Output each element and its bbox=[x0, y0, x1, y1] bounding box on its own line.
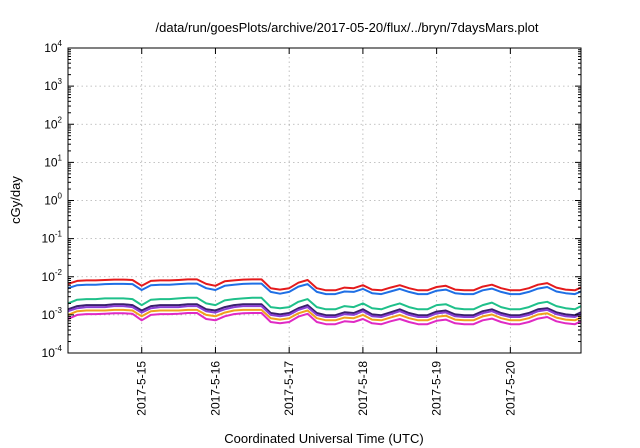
x-axis-label: Coordinated Universal Time (UTC) bbox=[224, 431, 423, 446]
series-line-5 bbox=[67, 305, 582, 318]
y-tick-label: 101 bbox=[44, 153, 62, 169]
y-tick-label: 10-4 bbox=[42, 344, 63, 360]
y-tick-label: 10-2 bbox=[42, 268, 63, 284]
series-line-7 bbox=[67, 312, 582, 326]
y-tick-label: 10-1 bbox=[42, 230, 63, 246]
series-line-4 bbox=[67, 303, 582, 317]
y-axis-label: cGy/day bbox=[8, 176, 23, 224]
x-tick-label: 2017-5-15 bbox=[135, 361, 149, 416]
series-lines bbox=[67, 278, 582, 326]
grid bbox=[68, 48, 581, 353]
chart-title: /data/run/goesPlots/archive/2017-05-20/f… bbox=[156, 20, 539, 35]
series-line-1 bbox=[67, 278, 582, 292]
x-tick-label: 2017-5-16 bbox=[208, 361, 222, 416]
x-tick-label: 2017-5-19 bbox=[430, 361, 444, 416]
x-tick-label: 2017-5-17 bbox=[282, 361, 296, 416]
x-tick-label: 2017-5-20 bbox=[503, 361, 517, 416]
series-line-6 bbox=[67, 308, 582, 322]
y-tick-label: 10-3 bbox=[42, 306, 63, 322]
y-tick-label: 102 bbox=[44, 115, 62, 131]
axes: 10-4 10-3 10-2 10-1 100 101 102 103 104 2017-5-15… bbox=[42, 39, 581, 416]
series-line-2 bbox=[67, 282, 582, 296]
series-line-3 bbox=[67, 296, 582, 311]
y-tick-label: 104 bbox=[44, 39, 62, 55]
y-tick-label: 103 bbox=[44, 77, 62, 93]
x-tick-label: 2017-5-18 bbox=[356, 361, 370, 416]
plot-frame bbox=[67, 47, 582, 354]
y-tick-label: 100 bbox=[44, 192, 62, 208]
